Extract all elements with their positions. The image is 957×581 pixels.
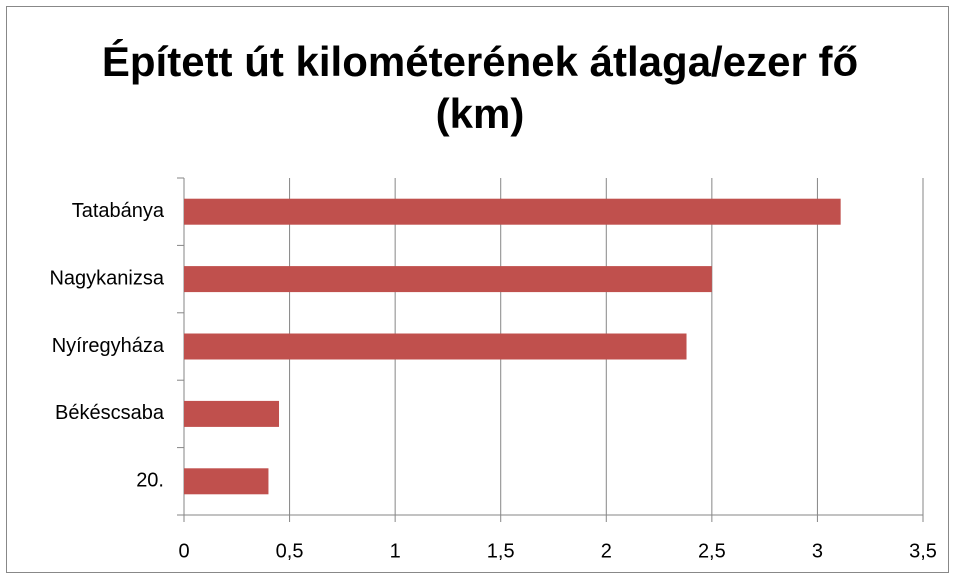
bar: [184, 198, 841, 225]
x-tick-label: 1,5: [487, 540, 515, 562]
y-tick-label: Nyíregyháza: [52, 335, 165, 357]
x-tick-label: 1: [390, 540, 401, 562]
bar: [184, 333, 687, 360]
chart-border: [6, 6, 949, 573]
chart-title: Épített út kilométerének átlaga/ezer fő …: [101, 38, 859, 137]
bar: [184, 266, 712, 293]
y-tick-label: Nagykanizsa: [49, 267, 164, 289]
bar: [184, 468, 269, 495]
x-tick-label: 0: [178, 540, 189, 562]
x-tick-label: 0,5: [276, 540, 304, 562]
y-tick-label: Tatabánya: [72, 200, 165, 222]
y-tick-label: 20.: [136, 470, 164, 492]
x-tick-label: 3,5: [909, 540, 937, 562]
y-tick-label: Békéscsaba: [55, 402, 165, 424]
bar: [184, 400, 280, 427]
x-tick-label: 2: [601, 540, 612, 562]
x-tick-label: 2,5: [698, 540, 726, 562]
x-tick-label: 3: [812, 540, 823, 562]
